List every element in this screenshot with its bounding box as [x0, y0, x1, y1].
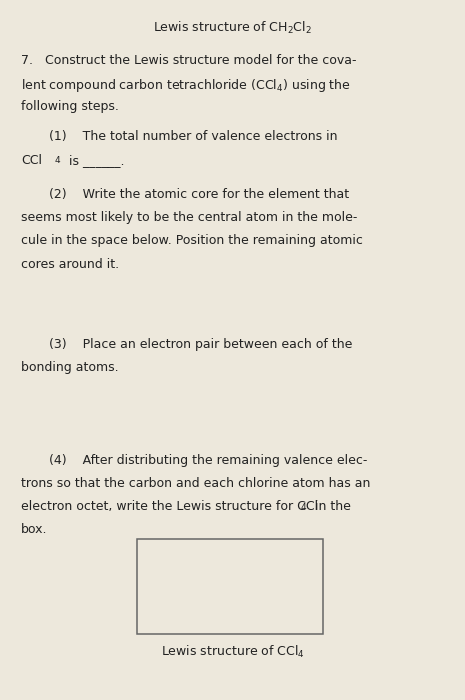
Text: seems most likely to be the central atom in the mole-: seems most likely to be the central atom… — [21, 211, 357, 224]
Bar — [137, 539, 323, 634]
Text: (1)    The total number of valence electrons in: (1) The total number of valence electron… — [49, 130, 337, 143]
Text: in the: in the — [311, 500, 351, 513]
Text: bonding atoms.: bonding atoms. — [21, 361, 119, 374]
Text: following steps.: following steps. — [21, 101, 119, 113]
Text: cores around it.: cores around it. — [21, 258, 119, 270]
Text: (4)    After distributing the remaining valence elec-: (4) After distributing the remaining val… — [49, 454, 367, 467]
Text: Lewis structure of CCl$_4$: Lewis structure of CCl$_4$ — [160, 644, 305, 660]
Text: lent compound carbon tetrachloride (CCl$_4$) using the: lent compound carbon tetrachloride (CCl$… — [21, 78, 351, 94]
Text: trons so that the carbon and each chlorine atom has an: trons so that the carbon and each chlori… — [21, 477, 370, 490]
Text: CCl: CCl — [21, 153, 42, 167]
Text: (2)    Write the atomic core for the element that: (2) Write the atomic core for the elemen… — [49, 188, 349, 201]
Text: is ______.: is ______. — [65, 153, 125, 167]
Text: 7.   Construct the Lewis structure model for the cova-: 7. Construct the Lewis structure model f… — [21, 55, 357, 67]
Text: (3)    Place an electron pair between each of the: (3) Place an electron pair between each … — [49, 338, 352, 351]
Text: Lewis structure of CH$_2$Cl$_2$: Lewis structure of CH$_2$Cl$_2$ — [153, 20, 312, 36]
Text: cule in the space below. Position the remaining atomic: cule in the space below. Position the re… — [21, 234, 363, 247]
Text: box.: box. — [21, 523, 47, 536]
Text: 4: 4 — [300, 503, 306, 512]
Text: 4: 4 — [55, 156, 60, 165]
Text: electron octet, write the Lewis structure for CCl: electron octet, write the Lewis structur… — [21, 500, 318, 513]
